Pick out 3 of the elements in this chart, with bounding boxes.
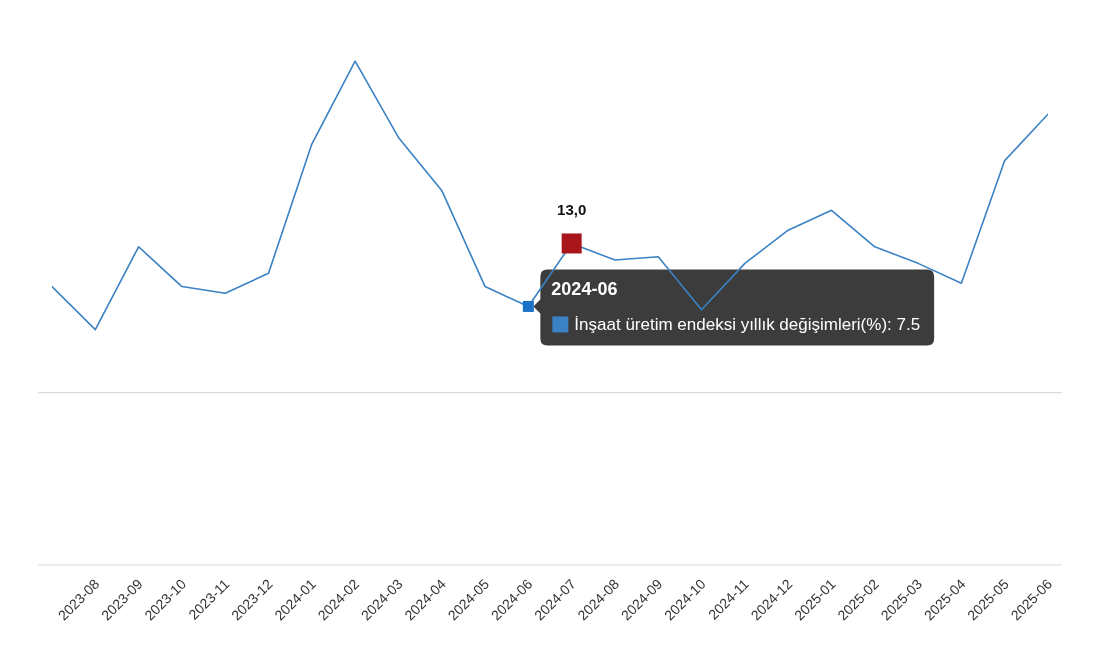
- annotation: 13,0: [557, 201, 587, 219]
- annotation: İnşaat üretim endeksi yıllık değişimleri(%): 7.5: [574, 315, 921, 335]
- annotation: 2024-06: [551, 279, 618, 300]
